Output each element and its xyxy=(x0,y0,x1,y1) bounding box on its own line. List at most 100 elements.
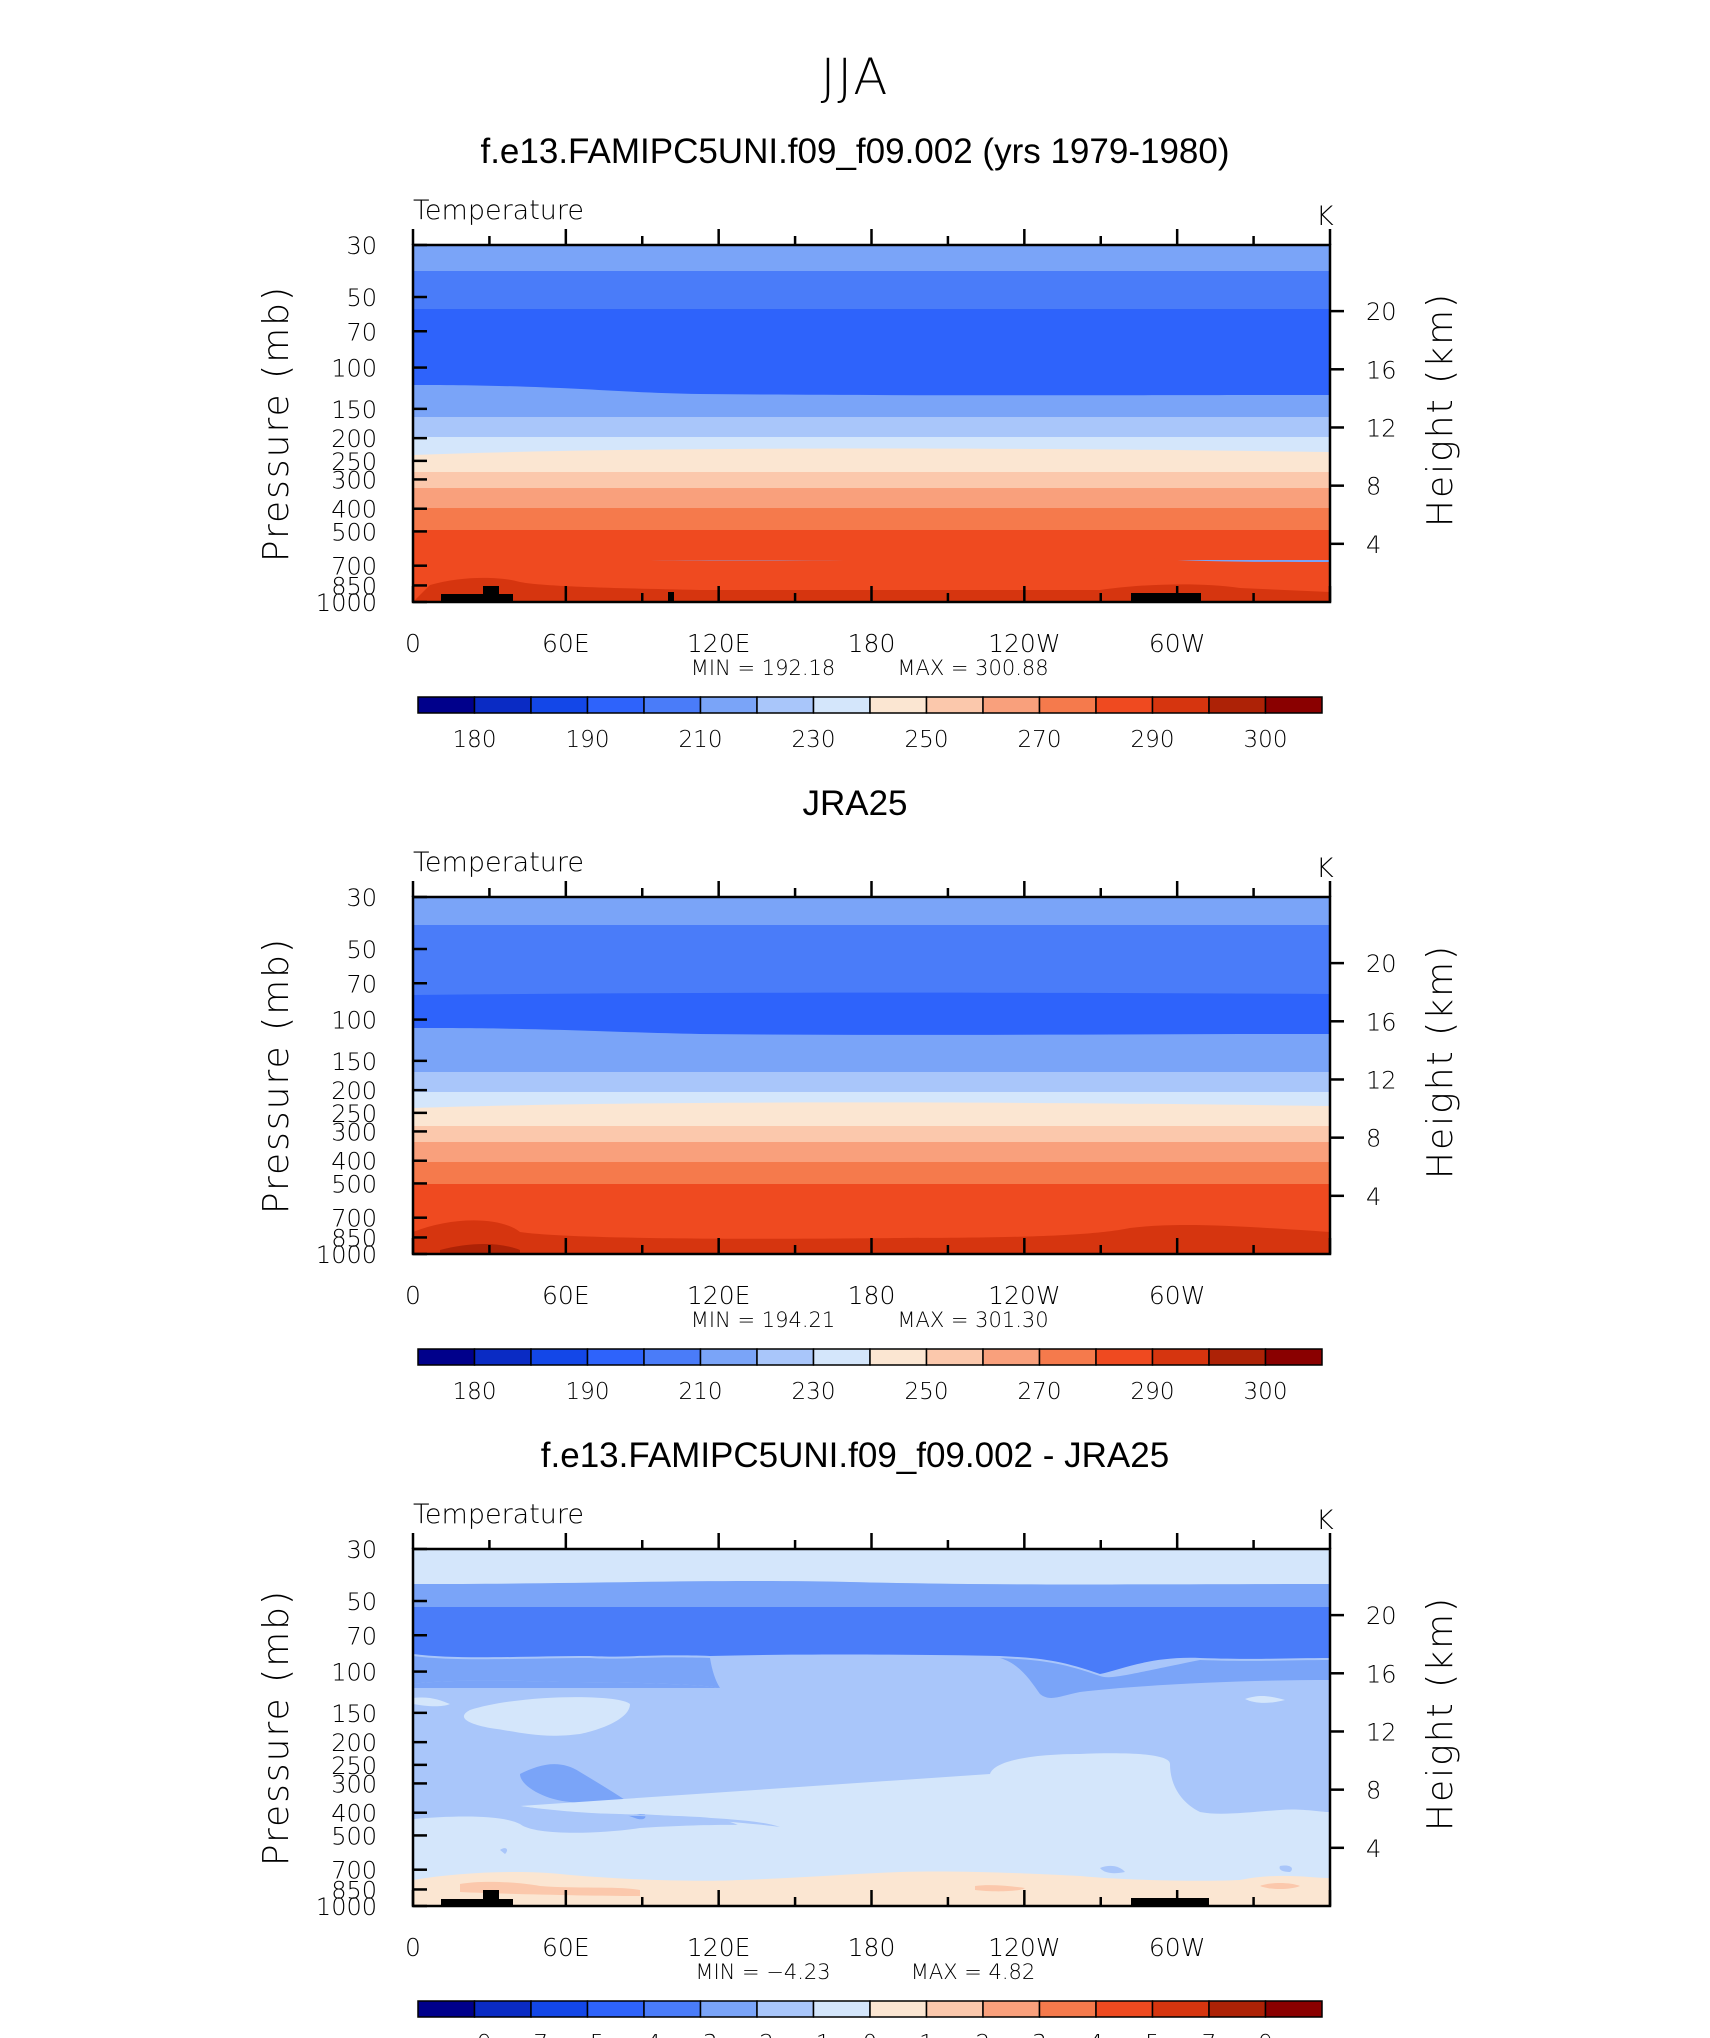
y-tick-label: 70 xyxy=(346,318,377,346)
colorbar-swatch xyxy=(1208,1348,1267,1366)
panel-title: JRA25 xyxy=(802,784,908,823)
chart-model: Temperature K Pressure (mb) Height (km) 30 50… xyxy=(256,195,1461,753)
colorbar-label: −4 xyxy=(627,2031,661,2038)
y-axis-label: Pressure (mb) xyxy=(256,937,297,1214)
colorbar-swatch xyxy=(586,1348,645,1366)
y-axis-label: Pressure (mb) xyxy=(256,285,297,562)
y-tick-label: 850 xyxy=(331,572,377,600)
y-tick-label: 400 xyxy=(331,1148,377,1176)
y-axis-right-label: Height (km) xyxy=(1420,292,1461,527)
stats-max: MAX = 4.82 xyxy=(911,1960,1036,1984)
x-tick-label: 0 xyxy=(405,1281,421,1310)
y-tick-label: 300 xyxy=(331,1118,377,1146)
colorbar-label: −9 xyxy=(458,2031,492,2038)
panel-difference: f.e13.FAMIPC5UNI.f09_f09.002 - JRA25 xyxy=(0,1434,1710,2038)
colorbar-swatch xyxy=(643,1348,702,1366)
y-tick-label: 700 xyxy=(331,1205,377,1233)
colorbar-swatch xyxy=(1264,1348,1323,1366)
y-right-tick-label: 12 xyxy=(1366,1066,1397,1094)
x-tick-label: 60E xyxy=(542,629,590,658)
y-tick-label: 850 xyxy=(331,1224,377,1252)
chart-subtitle-right: K xyxy=(1316,1505,1334,1536)
y-tick-label: 1000 xyxy=(316,1893,377,1921)
colorbar-swatch xyxy=(812,2000,871,2018)
x-tick-label: 60E xyxy=(542,1281,590,1310)
colorbar-label: −5 xyxy=(571,2031,605,2038)
y-right-tick-label: 4 xyxy=(1366,531,1381,559)
colorbar-swatch xyxy=(1095,1348,1154,1366)
x-tick-label: 60E xyxy=(542,1933,590,1962)
y-right-tick-label: 8 xyxy=(1366,1125,1381,1153)
colorbar-label: 7 xyxy=(1202,2031,1217,2038)
colorbar-label: 300 xyxy=(1244,1379,1288,1405)
stats-max: MAX = 300.88 xyxy=(897,656,1048,680)
x-tick-label: 120W xyxy=(988,1933,1060,1962)
chart-reanalysis: Temperature K Pressure (mb) Height (km) 30 50… xyxy=(256,847,1461,1405)
colorbar-label: −2 xyxy=(740,2031,774,2038)
colorbar-swatch xyxy=(699,1348,758,1366)
colorbar-swatch xyxy=(1038,1348,1097,1366)
y-right-tick-label: 16 xyxy=(1366,356,1397,384)
colorbar-swatch xyxy=(1151,1348,1210,1366)
colorbar-label: 230 xyxy=(792,1379,836,1405)
y-right-tick-label: 20 xyxy=(1366,1602,1397,1630)
y-tick-label: 100 xyxy=(331,355,377,383)
colorbar-label: 210 xyxy=(679,727,723,753)
colorbar-swatch xyxy=(530,696,589,714)
chart-subtitle-right: K xyxy=(1316,853,1334,884)
y-right-tick-label: 12 xyxy=(1366,414,1397,442)
y-tick-label: 150 xyxy=(331,1700,377,1728)
colorbar-swatch xyxy=(869,696,928,714)
colorbar-swatch xyxy=(699,696,758,714)
y-right-tick-label: 12 xyxy=(1366,1718,1397,1746)
y-tick-label: 150 xyxy=(331,396,377,424)
y-right-tick-label: 4 xyxy=(1366,1183,1381,1211)
colorbar-swatch xyxy=(869,1348,928,1366)
panel-reanalysis: JRA25 Temperature K Pressure (mb) Height (k… xyxy=(0,782,1710,1412)
contour-field xyxy=(413,1549,1330,1906)
chart-subtitle-right: K xyxy=(1316,201,1334,232)
colorbar-swatch xyxy=(1264,2000,1323,2018)
colorbar-swatch xyxy=(1095,696,1154,714)
colorbar-label: 1 xyxy=(919,2031,934,2038)
colorbar-swatch xyxy=(982,1348,1041,1366)
y-tick-label: 400 xyxy=(331,496,377,524)
y-tick-label: 700 xyxy=(331,1857,377,1885)
y-tick-label: 850 xyxy=(331,1876,377,1904)
colorbar-swatch xyxy=(756,696,815,714)
y-tick-label: 30 xyxy=(346,232,377,260)
colorbar-label: −7 xyxy=(514,2031,548,2038)
y-tick-label: 70 xyxy=(346,1622,377,1650)
colorbar-swatch xyxy=(1151,2000,1210,2018)
x-tick-label: 180 xyxy=(848,1933,896,1962)
colorbar-label: 270 xyxy=(1018,727,1062,753)
colorbar-swatch xyxy=(699,2000,758,2018)
panel-title: f.e13.FAMIPC5UNI.f09_f09.002 (yrs 1979-1… xyxy=(480,132,1230,171)
y-tick-label: 70 xyxy=(346,970,377,998)
colorbar-swatch xyxy=(1264,696,1323,714)
colorbar-swatch xyxy=(417,696,476,714)
y-tick-label: 200 xyxy=(331,1077,377,1105)
chart-subtitle-left: Temperature xyxy=(413,847,584,878)
chart-subtitle-left: Temperature xyxy=(413,1499,584,1530)
y-tick-label: 250 xyxy=(331,1752,377,1780)
y-tick-label: 30 xyxy=(346,884,377,912)
colorbar-label: 5 xyxy=(1145,2031,1160,2038)
colorbar-swatch xyxy=(1038,2000,1097,2018)
contour-field xyxy=(413,897,1330,1254)
y-right-tick-label: 16 xyxy=(1366,1008,1397,1036)
stats-min: MIN = 194.21 xyxy=(691,1308,835,1332)
y-tick-label: 1000 xyxy=(316,1241,377,1269)
y-tick-label: 50 xyxy=(346,1588,377,1616)
colorbar-swatch xyxy=(473,2000,532,2018)
colorbar-swatch xyxy=(1208,2000,1267,2018)
y-tick-label: 150 xyxy=(331,1048,377,1076)
colorbar-swatch xyxy=(1038,696,1097,714)
colorbar-label: 4 xyxy=(1089,2031,1104,2038)
colorbar-swatch xyxy=(530,2000,589,2018)
x-tick-label: 120W xyxy=(988,629,1060,658)
colorbar-label: 180 xyxy=(453,727,497,753)
y-axis-right-label: Height (km) xyxy=(1420,1596,1461,1831)
colorbar-label: 190 xyxy=(566,727,610,753)
panel-model: f.e13.FAMIPC5UNI.f09_f09.002 (yrs 1979-1… xyxy=(0,130,1710,760)
